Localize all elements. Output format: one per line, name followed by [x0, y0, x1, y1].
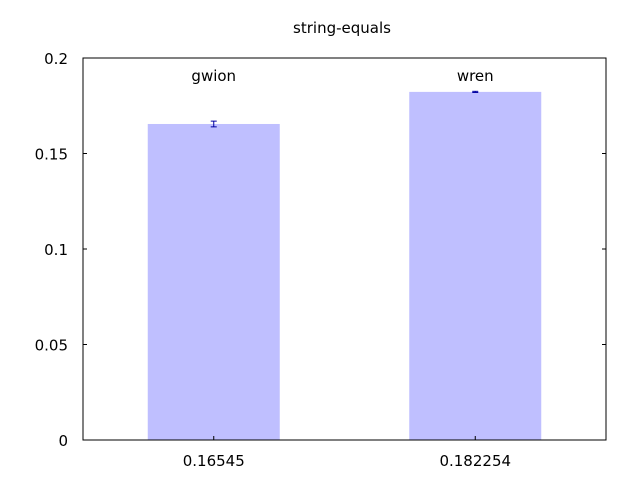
bars: gwion 0.16545 wren 0.182254 [147, 67, 542, 470]
bar-value-label: 0.182254 [439, 452, 511, 470]
y-tick-label: 0.05 [35, 337, 68, 355]
y-tick-label: 0.15 [35, 146, 68, 164]
bar [409, 91, 542, 440]
y-axis: 0 0.05 0.1 0.15 0.2 [35, 50, 606, 450]
y-tick-label: 0.1 [44, 241, 68, 259]
plot-frame [82, 57, 607, 441]
y-tick-label: 0.2 [44, 50, 68, 68]
bar-value-label: 0.16545 [183, 452, 245, 470]
y-tick-label: 0 [58, 432, 68, 450]
bar-name-label: gwion [191, 67, 236, 85]
bar-name-label: wren [457, 67, 494, 85]
bar [147, 123, 280, 440]
chart-title: string-equals [293, 19, 391, 37]
